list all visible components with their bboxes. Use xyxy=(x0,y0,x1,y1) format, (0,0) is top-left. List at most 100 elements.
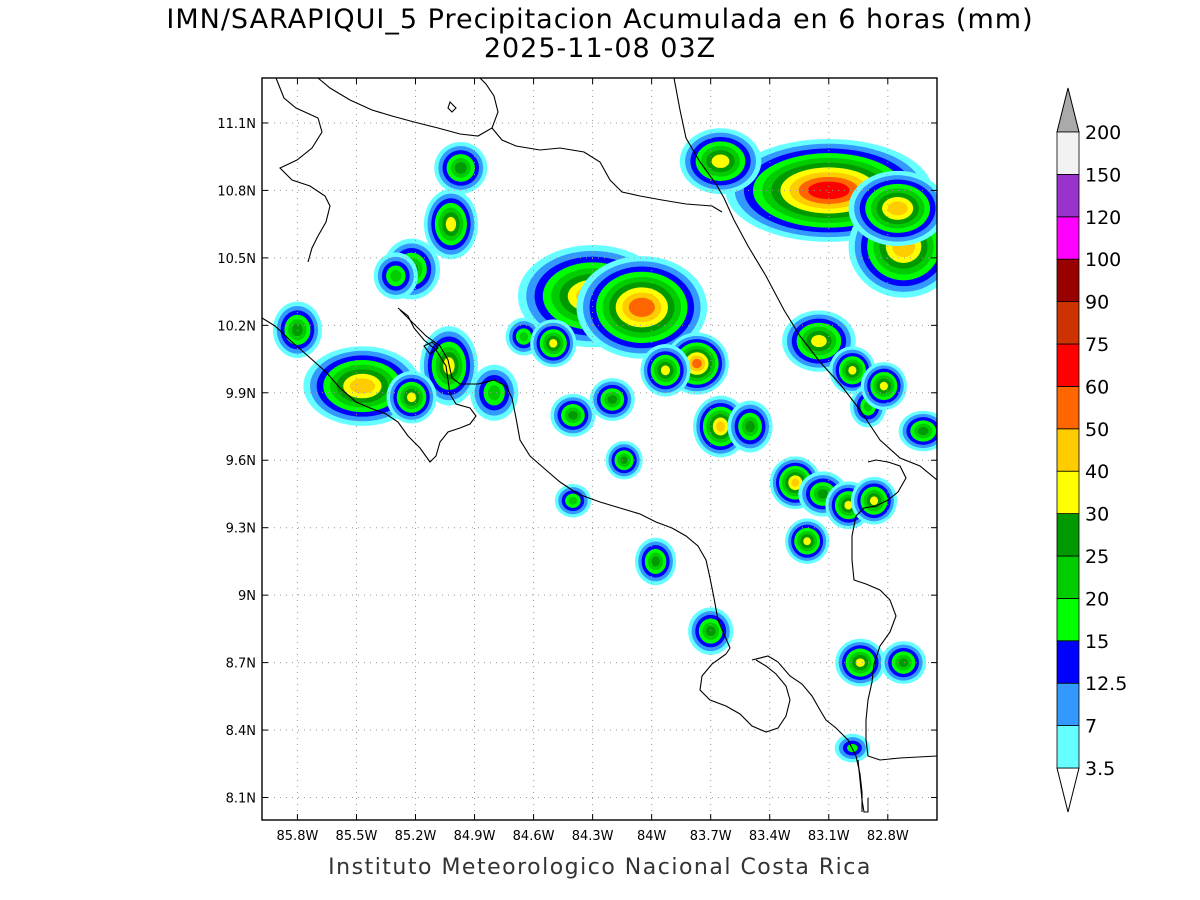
precip-cell xyxy=(848,170,937,246)
colorbar-swatch xyxy=(1056,343,1080,387)
precip-contour xyxy=(848,366,857,375)
precip-contour xyxy=(716,421,725,432)
lon-tick-label: 83.4W xyxy=(749,829,791,844)
precip-contour xyxy=(887,201,908,216)
precip-contour xyxy=(620,456,628,465)
coastline-nicaragua xyxy=(275,78,331,263)
chart-subtitle-date: 2025-11-08 03Z xyxy=(483,33,717,64)
precip-cell xyxy=(386,371,437,424)
colorbar-swatch xyxy=(1056,598,1080,642)
precip-contour xyxy=(807,181,850,200)
precip-cell xyxy=(679,128,762,195)
colorbar-over-arrow xyxy=(1056,87,1080,133)
lat-tick-label: 9.6N xyxy=(226,454,256,469)
precip-contour xyxy=(487,385,501,401)
precip-contour xyxy=(390,269,402,282)
colorbar-swatch xyxy=(1056,428,1080,472)
colorbar-swatch xyxy=(1056,682,1080,727)
precip-contour xyxy=(711,154,730,168)
map-axes: 11.1N 10.8N 10.5N 10.2N 9.9N 9.6N 9.3N 9N 8.7N 8.… xyxy=(217,78,937,844)
precip-contour xyxy=(406,392,417,403)
lat-tick-label: 10.5N xyxy=(217,252,256,267)
precip-cell xyxy=(785,518,830,564)
colorbar-label: 20 xyxy=(1085,588,1109,610)
precip-contour xyxy=(817,489,829,499)
precip-cell xyxy=(688,607,734,655)
colorbar-label: 15 xyxy=(1085,631,1109,653)
lat-tick-label: 8.7N xyxy=(226,657,256,672)
precip-contour xyxy=(869,496,879,505)
lat-tick-label: 10.8N xyxy=(217,184,256,199)
precip-cell xyxy=(898,410,937,452)
colorbar: 3.5 7 12.5 15 20 25 30 40 50 60 75 90 100 120 150 200 xyxy=(1056,87,1127,813)
colorbar-label: 50 xyxy=(1085,419,1109,441)
colorbar-swatch xyxy=(1056,640,1080,684)
colorbar-label: 3.5 xyxy=(1085,758,1115,780)
colorbar-swatch xyxy=(1056,385,1080,430)
precip-contour xyxy=(349,378,375,394)
precip-contour xyxy=(519,331,529,342)
lat-tick-label: 11.1N xyxy=(217,117,256,132)
precip-contour xyxy=(568,410,578,420)
precip-cell xyxy=(470,364,519,421)
precip-contour xyxy=(917,426,929,436)
colorbar-label: 12.5 xyxy=(1085,673,1127,695)
lake-shore xyxy=(317,78,499,137)
burica-point xyxy=(857,759,869,813)
lon-tick-label: 83.7W xyxy=(690,829,732,844)
lat-tick-label: 9N xyxy=(238,589,256,604)
precip-contour xyxy=(628,297,655,317)
precip-cell xyxy=(530,319,577,368)
precip-contour xyxy=(879,381,888,391)
precip-cell xyxy=(272,301,322,359)
lon-tick-label: 85.5W xyxy=(336,829,378,844)
colorbar-label: 60 xyxy=(1085,376,1109,398)
precip-cell xyxy=(589,378,635,421)
lon-tick-label: 84W xyxy=(637,829,667,844)
precip-contour xyxy=(844,500,853,510)
precip-contour xyxy=(791,478,800,487)
precip-cell xyxy=(727,400,773,453)
chart-title: IMN/SARAPIQUI_5 Precipitacion Acumulada … xyxy=(166,4,1034,35)
precip-contour xyxy=(445,216,457,232)
colorbar-label: 30 xyxy=(1085,504,1109,526)
precip-cell xyxy=(576,256,708,359)
precip-contour xyxy=(651,556,660,567)
lon-tick-label: 84.6W xyxy=(513,829,555,844)
colorbar-swatch xyxy=(1056,513,1080,557)
colorbar-label: 90 xyxy=(1085,292,1109,314)
precip-cell xyxy=(373,252,418,300)
lat-tick-label: 9.3N xyxy=(226,522,256,537)
colorbar-label: 25 xyxy=(1085,546,1109,568)
precip-cell xyxy=(550,393,596,437)
precip-cell xyxy=(434,141,488,194)
colorbar-swatch xyxy=(1056,173,1080,218)
coastline-pacific-north xyxy=(262,307,477,463)
colorbar-swatch xyxy=(1056,216,1080,260)
precip-contour xyxy=(660,365,671,376)
precip-cell xyxy=(850,476,898,525)
precip-contour xyxy=(454,162,467,174)
lon-tick-label: 84.9W xyxy=(454,829,496,844)
colorbar-under-arrow xyxy=(1056,767,1080,813)
precip-cell xyxy=(554,483,592,518)
coastline-osa xyxy=(699,653,791,733)
precip-cell xyxy=(640,344,691,397)
precip-contour xyxy=(549,339,558,348)
precip-contour xyxy=(692,358,702,369)
precip-contour xyxy=(745,420,755,433)
lon-tick-label: 84.3W xyxy=(572,829,614,844)
colorbar-swatch xyxy=(1056,725,1080,769)
precip-contour xyxy=(898,658,909,668)
precip-cell xyxy=(835,638,886,687)
precip-contour xyxy=(292,323,303,337)
precip-cell xyxy=(860,362,907,410)
coastline-caribbean xyxy=(673,78,937,481)
colorbar-label: 40 xyxy=(1085,461,1109,483)
lat-tick-label: 10.2N xyxy=(217,319,256,334)
border-panama xyxy=(851,459,937,761)
colorbar-swatch xyxy=(1056,258,1080,303)
precip-cell xyxy=(423,189,478,260)
precip-cell xyxy=(605,441,643,480)
lat-tick-label: 9.9N xyxy=(226,387,256,402)
